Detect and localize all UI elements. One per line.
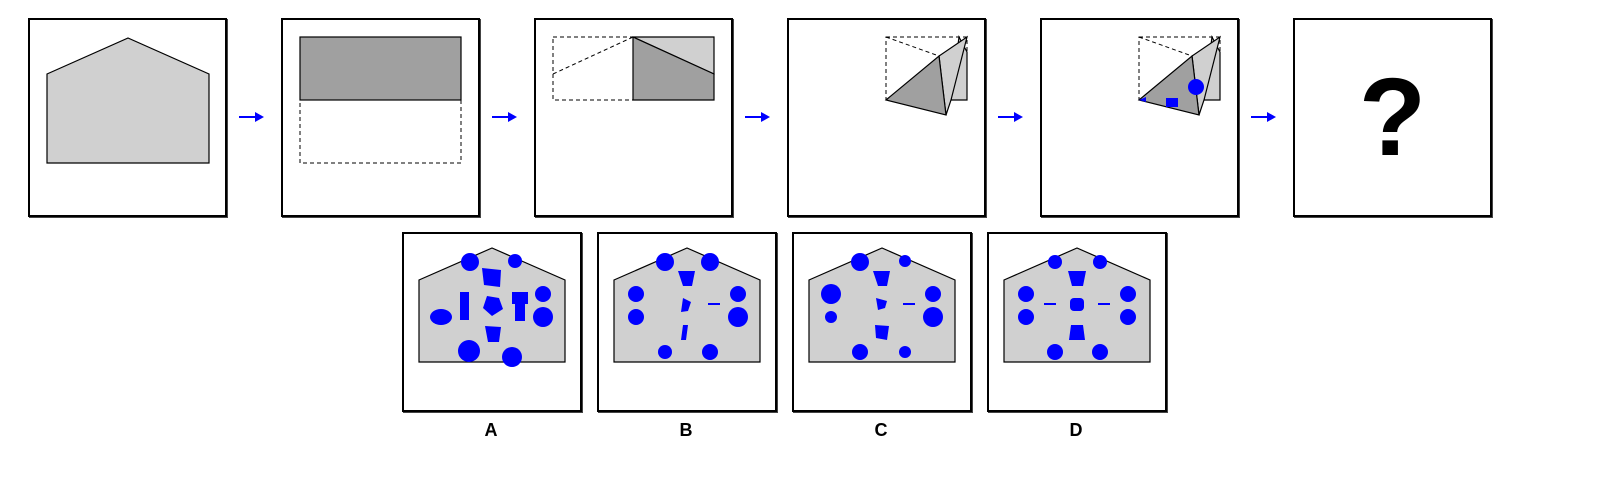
fold-diagram-5 <box>1137 35 1221 116</box>
step-5-punch-holes <box>1040 18 1239 217</box>
step-4-third-fold <box>787 18 986 217</box>
option-d-unfolded <box>1003 247 1151 363</box>
arrow-right-icon <box>996 110 1026 124</box>
option-d-card[interactable] <box>987 232 1167 412</box>
arrow-right-icon <box>743 110 773 124</box>
option-c-label: C <box>874 420 888 440</box>
option-c-card[interactable] <box>792 232 972 412</box>
option-b-label: B <box>679 420 693 440</box>
question-mark: ? <box>1358 55 1427 179</box>
house-shape-paper <box>46 37 210 164</box>
fold-diagram-2 <box>299 36 462 164</box>
option-b-unfolded <box>613 247 761 363</box>
fold-diagram-4 <box>884 35 968 116</box>
step-2-fold-in-half <box>281 18 480 217</box>
hole-circle <box>1188 79 1204 95</box>
option-d-label: D <box>1069 420 1083 440</box>
step-1-unfolded-paper <box>28 18 227 217</box>
hole-corner <box>1139 97 1146 102</box>
option-a-card[interactable] <box>402 232 582 412</box>
fold-diagram-3 <box>552 36 715 101</box>
option-a-unfolded <box>418 247 566 367</box>
option-b-card[interactable] <box>597 232 777 412</box>
arrow-right-icon <box>490 110 520 124</box>
arrow-right-icon <box>1249 110 1279 124</box>
hole-square <box>1166 98 1178 107</box>
option-a-label: A <box>484 420 498 440</box>
option-c-unfolded <box>808 247 956 363</box>
arrow-right-icon <box>237 110 267 124</box>
step-3-second-fold <box>534 18 733 217</box>
answer-placeholder: ? <box>1293 18 1492 217</box>
